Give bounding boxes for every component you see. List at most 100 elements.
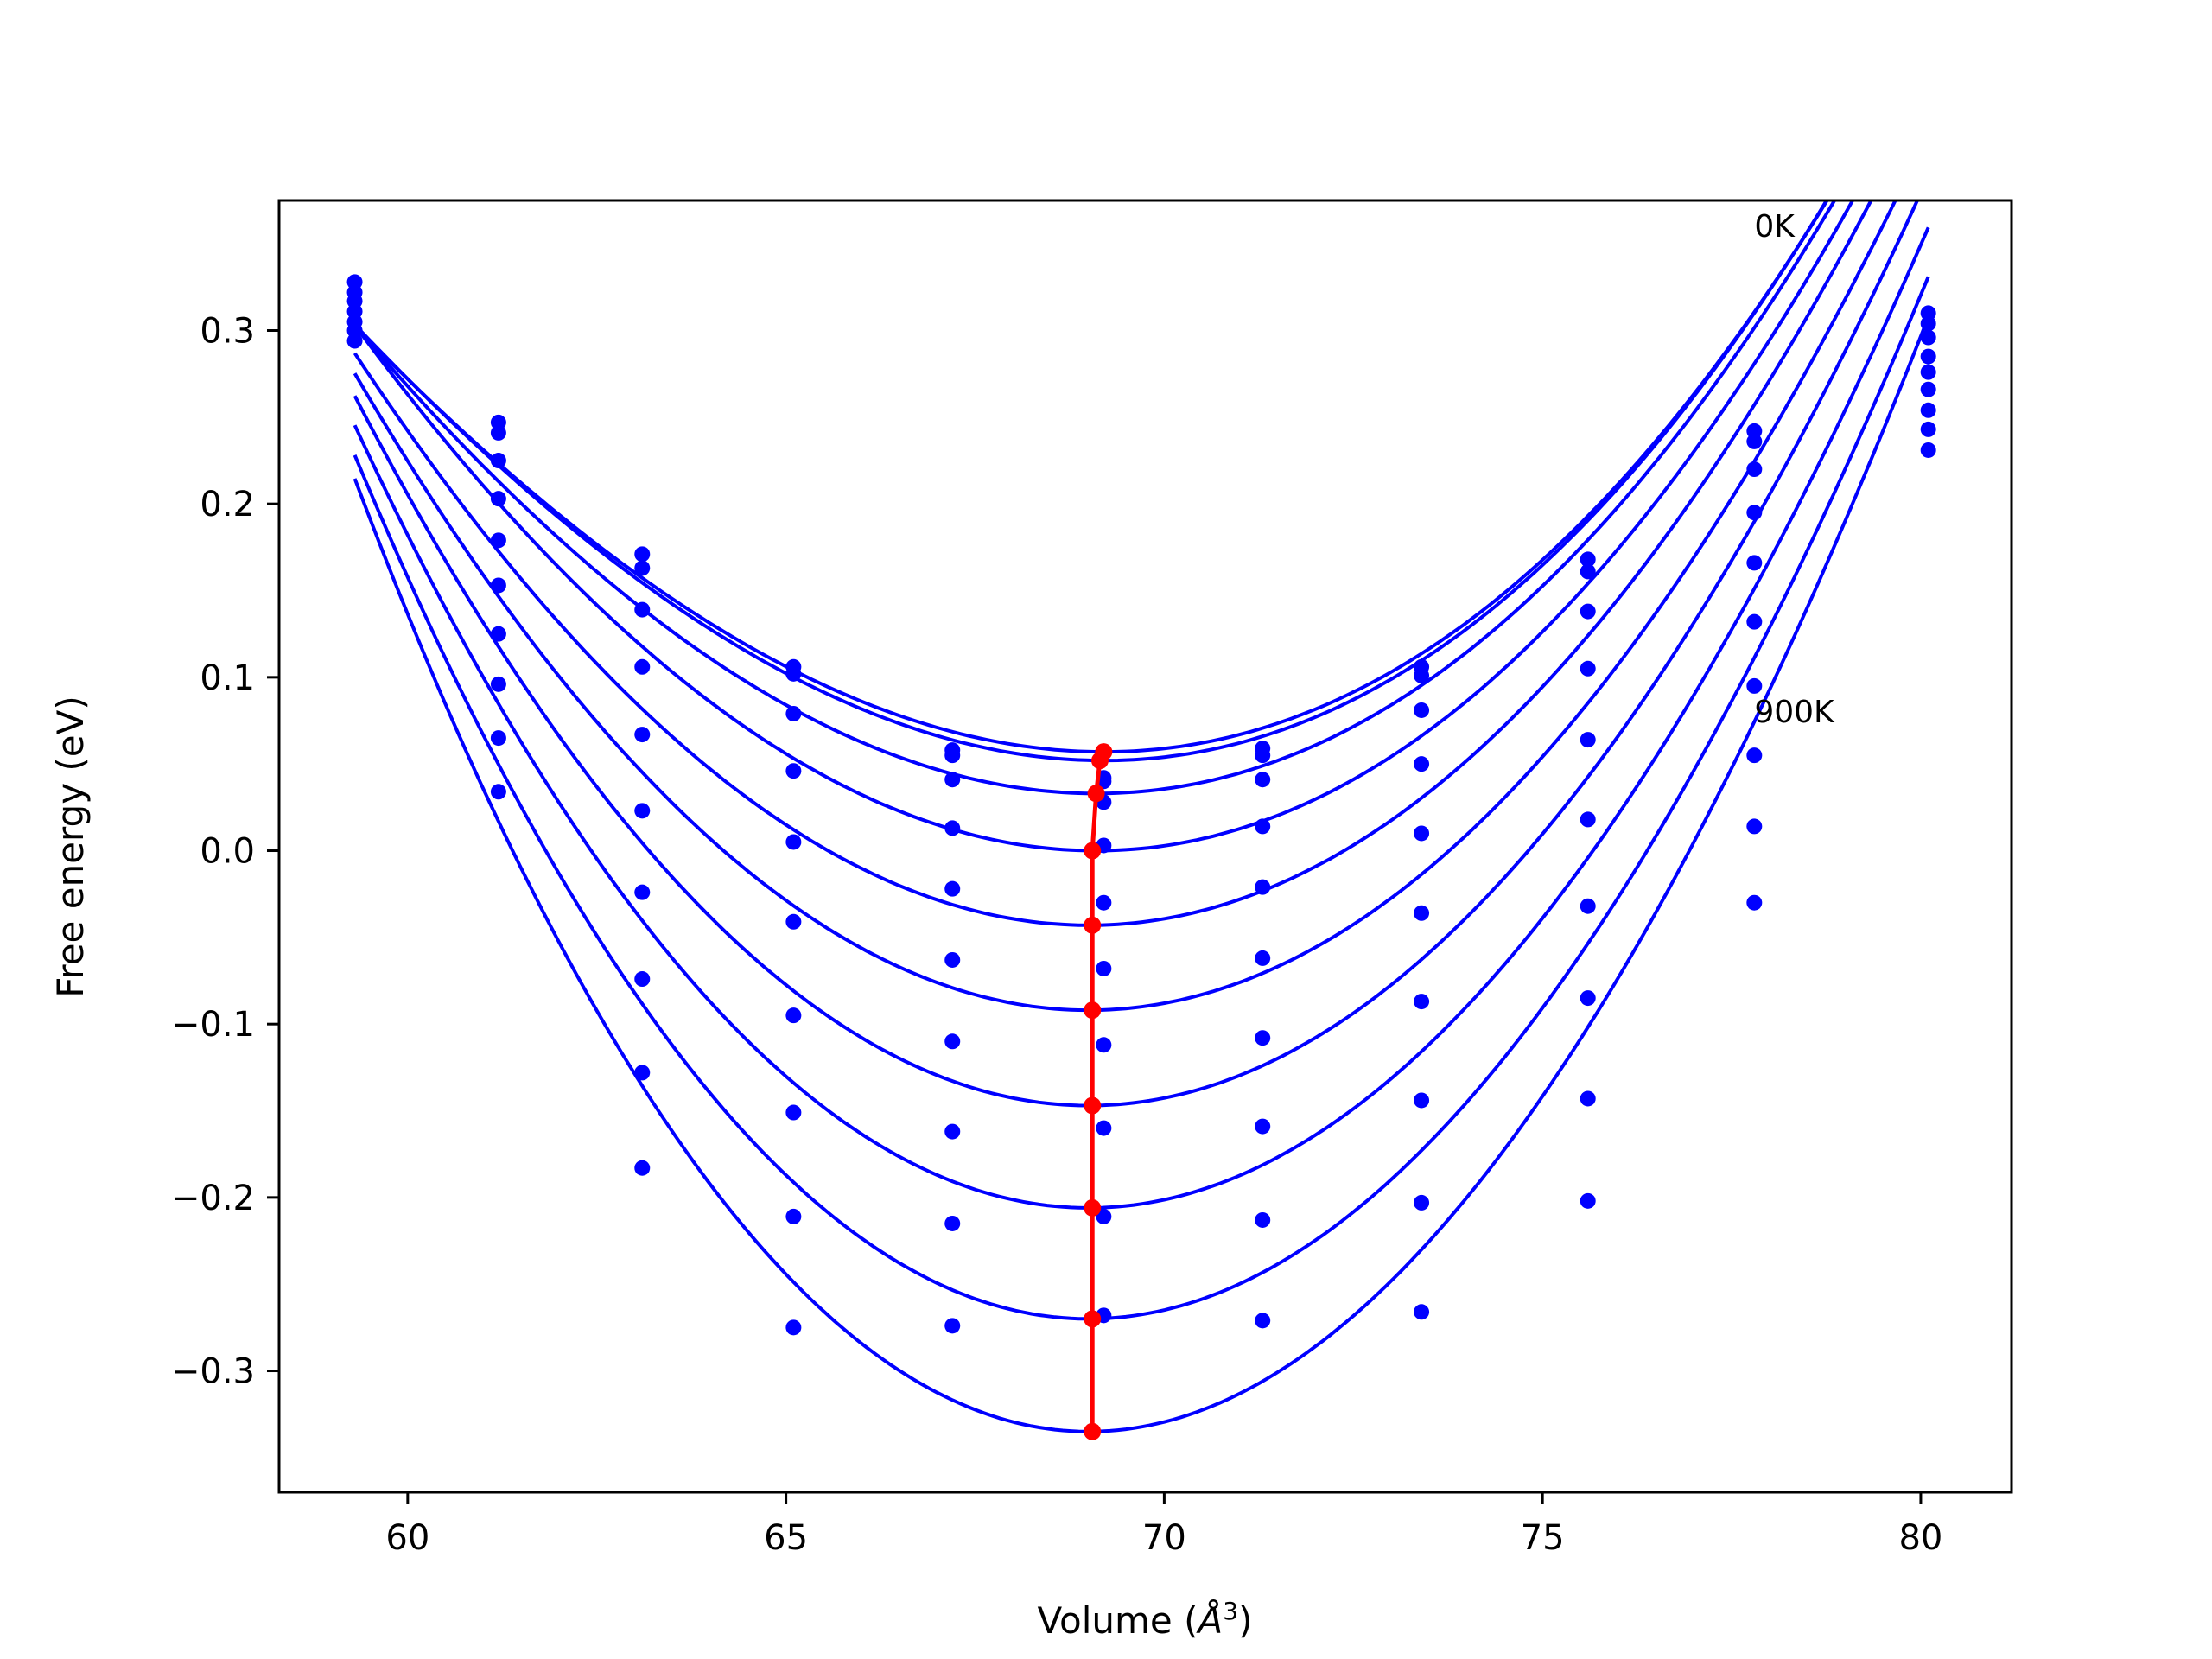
data-point-3-1 [490, 491, 506, 507]
data-point-6-2 [634, 884, 651, 900]
data-point-3-2 [634, 658, 651, 675]
data-point-8-2 [785, 1208, 802, 1224]
y-tick-label-4: 0.1 [200, 658, 255, 698]
x-tick-label-0: 60 [385, 1518, 429, 1558]
data-point-4-4 [944, 880, 961, 897]
minimum-point-7 [1084, 1198, 1102, 1217]
minimum-path-line [1090, 751, 1106, 1432]
x-axis-label-prefix: Volume ( [1038, 1599, 1198, 1642]
minimum-point-4 [1084, 916, 1102, 934]
x-axis-label-sup: 3 [1223, 1597, 1238, 1625]
x-tick-label-1: 65 [764, 1518, 808, 1558]
data-point-3-7 [1414, 756, 1430, 772]
data-point-0-8 [1580, 551, 1596, 568]
minimum-point-8 [1084, 1310, 1102, 1328]
data-point-7-4 [1096, 1120, 1112, 1136]
data-point-8-7 [1580, 1090, 1596, 1107]
annotation-0: 0K [1754, 209, 1796, 245]
minimum-point-9 [1084, 1422, 1102, 1440]
data-point-2-7 [1414, 702, 1430, 718]
data-point-2-8 [1580, 603, 1596, 620]
data-point-4-9 [1746, 555, 1763, 571]
fit-curve-6 [353, 200, 1920, 1108]
data-point-4-2 [634, 727, 651, 743]
data-point-8-9 [1920, 442, 1936, 458]
data-point-2-1 [490, 453, 506, 469]
data-point-4-3 [785, 834, 802, 850]
data-point-5-4 [944, 951, 961, 968]
data-point-4-8 [1580, 732, 1596, 748]
data-point-7-1 [634, 971, 651, 988]
data-point-1-1 [490, 424, 506, 441]
data-point-2-3 [785, 705, 802, 721]
data-point-2-2 [634, 601, 651, 618]
minimum-point-5 [1084, 1001, 1102, 1020]
fit-curve-1 [353, 200, 1829, 763]
data-point-4-6 [1255, 879, 1271, 895]
data-point-6-6 [1255, 1030, 1271, 1046]
fit-curve-0 [353, 200, 1829, 754]
y-tick-label-2: −0.1 [171, 1005, 255, 1045]
data-point-1-9 [1746, 433, 1763, 449]
data-point-6-9 [1746, 677, 1763, 694]
data-point-3-3 [785, 763, 802, 779]
data-point-3-8 [1580, 660, 1596, 677]
data-point-8-4 [1096, 1208, 1112, 1224]
data-point-4-7 [1414, 825, 1430, 842]
data-point-9-8 [1746, 894, 1763, 911]
data-point-6-5 [1096, 1037, 1112, 1053]
data-point-5-3 [785, 913, 802, 930]
data-point-1-4 [944, 747, 961, 764]
data-point-3-9 [1746, 505, 1763, 521]
data-point-9-2 [785, 1319, 802, 1336]
data-point-4-5 [1096, 894, 1112, 911]
fit-curve-9 [353, 316, 1930, 1433]
data-point-8-5 [1255, 1211, 1271, 1228]
data-point-6-10 [1920, 402, 1936, 418]
minimum-point-1 [1090, 752, 1109, 770]
data-point-5-1 [490, 577, 506, 594]
data-point-6-0 [346, 333, 363, 349]
data-point-8-3 [944, 1215, 961, 1231]
data-point-5-6 [1255, 950, 1271, 966]
data-point-2-4 [944, 772, 961, 788]
x-tick-label-3: 75 [1521, 1518, 1565, 1558]
data-point-4-10 [1920, 364, 1936, 380]
y-tick-label-0: −0.3 [171, 1352, 255, 1392]
data-point-9-6 [1414, 1304, 1430, 1320]
x-axis-label: Volume (Å3) [1038, 1597, 1253, 1642]
data-point-7-9 [1920, 421, 1936, 437]
data-point-0-2 [634, 546, 651, 563]
data-point-6-7 [1414, 994, 1430, 1010]
x-axis-label-suffix: ) [1238, 1599, 1252, 1642]
data-point-5-10 [1920, 381, 1936, 397]
y-tick-label-1: −0.2 [171, 1179, 255, 1218]
fit-curve-4 [353, 200, 1873, 927]
minimum-point-2 [1087, 785, 1105, 803]
data-point-1-10 [1920, 315, 1936, 332]
data-point-6-3 [785, 1007, 802, 1024]
data-point-5-9 [1746, 613, 1763, 630]
data-point-3-10 [1920, 348, 1936, 365]
data-point-6-8 [1580, 898, 1596, 914]
data-point-3-4 [944, 820, 961, 836]
fit-curve-8 [353, 276, 1930, 1321]
y-tick-label-5: 0.2 [200, 485, 255, 524]
data-point-7-2 [785, 1104, 802, 1121]
fit-curve-2 [353, 200, 1837, 796]
data-point-8-8 [1746, 818, 1763, 835]
x-tick-label-4: 80 [1898, 1518, 1942, 1558]
data-point-1-2 [634, 560, 651, 576]
data-point-5-2 [634, 803, 651, 819]
data-point-8-1 [634, 1065, 651, 1081]
minimum-point-6 [1084, 1096, 1102, 1115]
x-tick-label-2: 70 [1142, 1518, 1186, 1558]
data-point-1-3 [785, 665, 802, 682]
data-point-2-6 [1255, 772, 1271, 788]
data-point-3-6 [1255, 818, 1271, 835]
fit-curve-7 [353, 226, 1930, 1210]
minimum-point-3 [1084, 842, 1102, 860]
data-point-6-1 [490, 626, 506, 642]
